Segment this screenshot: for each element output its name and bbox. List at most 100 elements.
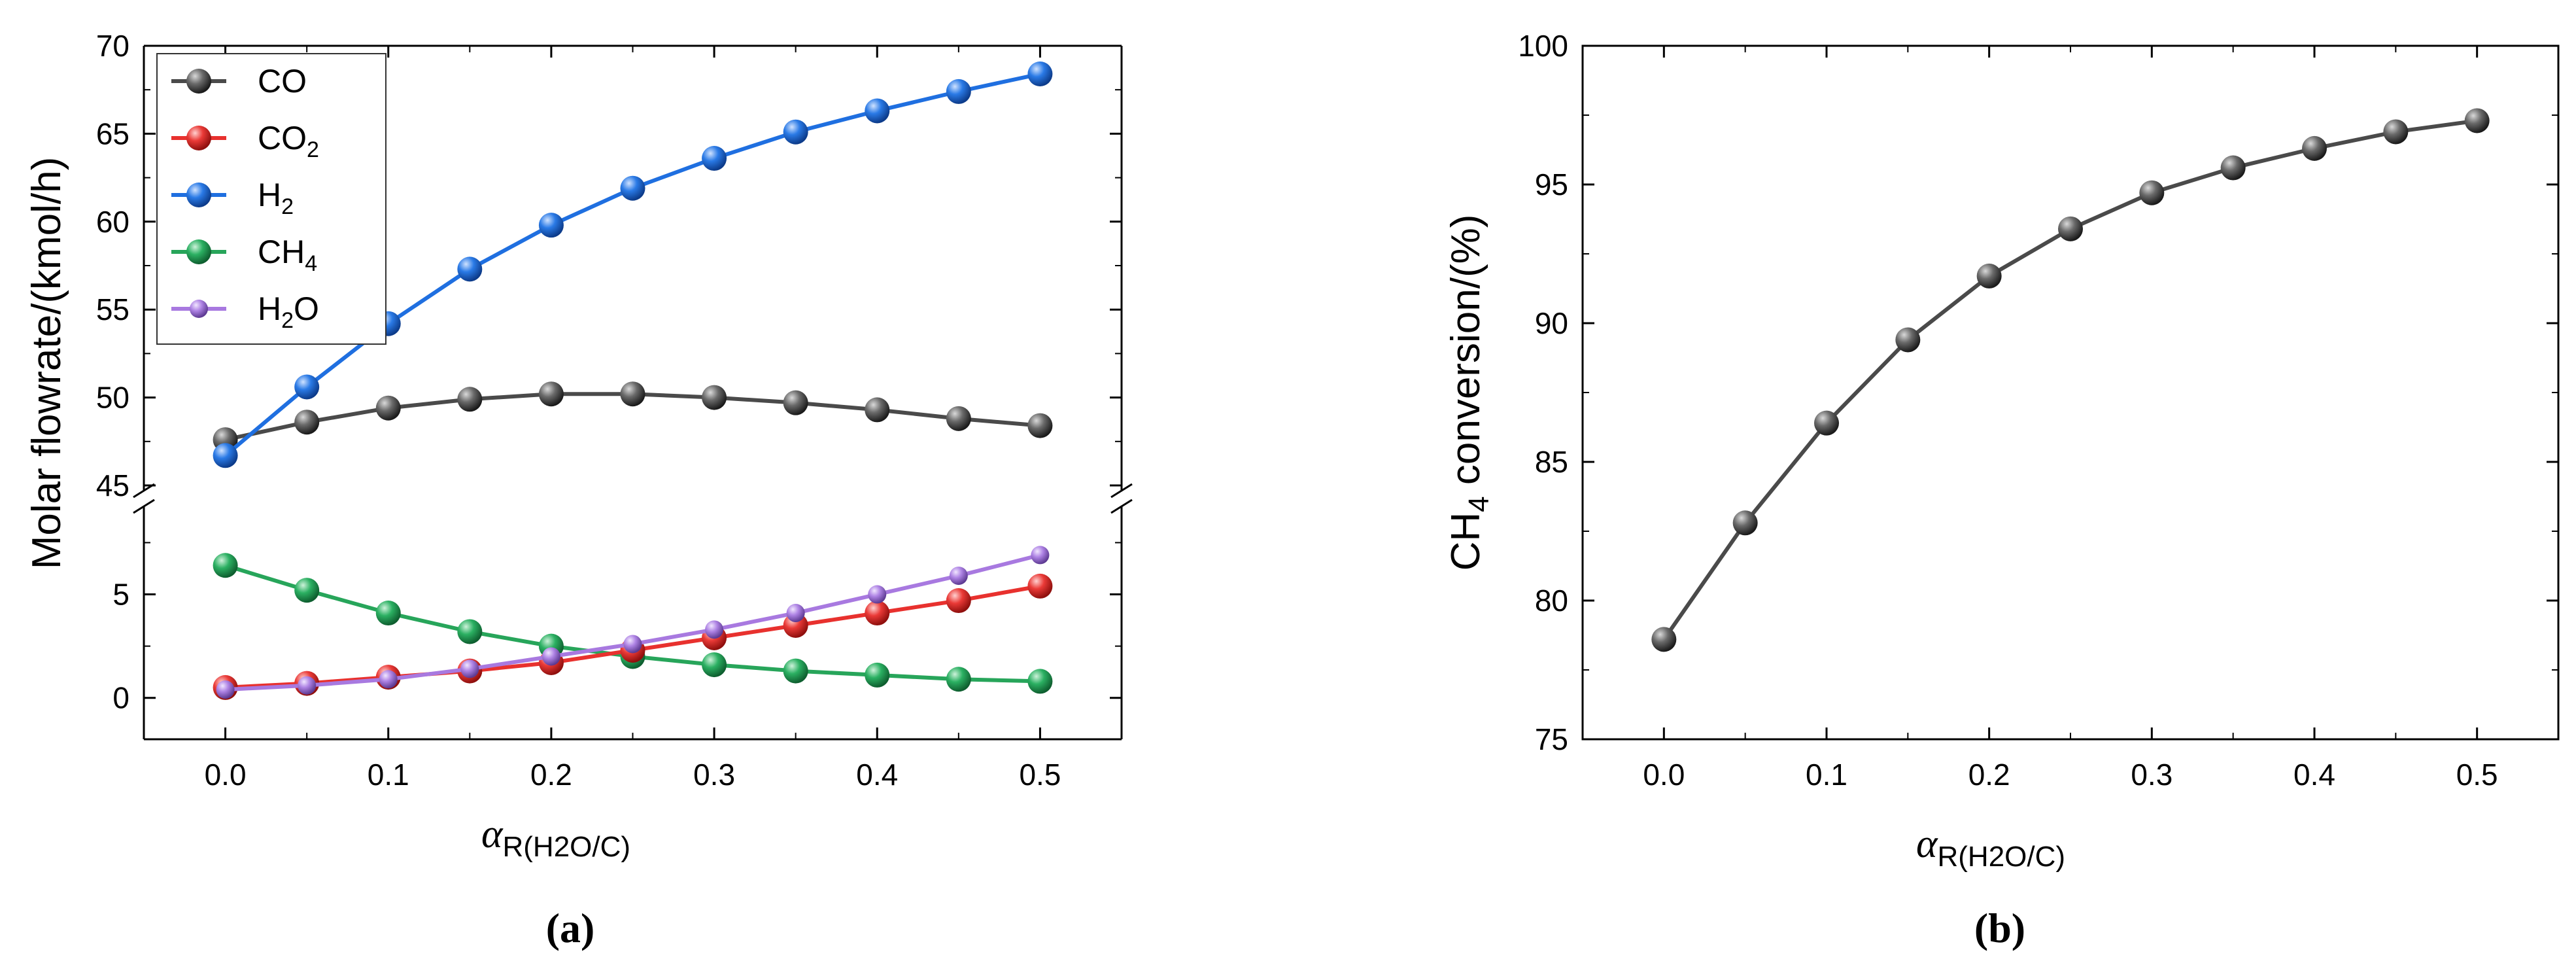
- panel-b-point-ch4-conversion: [1814, 410, 1839, 436]
- panel-a-point-h2: [457, 256, 483, 282]
- panel-a-point-co: [457, 387, 483, 412]
- panel-b-point-ch4-conversion: [2302, 135, 2327, 161]
- panel-a-point-h2: [783, 119, 808, 145]
- panel-a-point-ch4: [702, 652, 727, 678]
- panel-a-chart: 0.0 0.1 0.2 0.3 0.4 0.5 45 50 55 60 65 70 0 5 Molar f…: [24, 29, 1133, 863]
- panel-b-point-ch4-conversion: [1895, 327, 1921, 353]
- panel-b-y-axis-label: CH4 conversion/(%): [1443, 215, 1495, 571]
- panel-a-legend-label-main: H: [258, 177, 281, 213]
- panel-b-point-ch4-conversion: [2058, 216, 2083, 241]
- panel-a-point-h2o: [541, 647, 560, 666]
- panel-b-x-axis-label-subscript: R(H2O/C): [1937, 841, 2065, 873]
- panel-b-point-ch4-conversion: [1732, 510, 1758, 536]
- panel-a-point-ch4: [213, 553, 238, 578]
- panel-a-point-h2o: [949, 567, 968, 586]
- panel-a-point-ch4: [294, 578, 320, 603]
- panel-b-series: [1651, 108, 2490, 652]
- panel-b-y-axis-label-subscript: 4: [1463, 496, 1495, 512]
- panel-a-x-tick-label: 0.3: [693, 758, 735, 792]
- panel-a-point-h2o: [786, 604, 805, 623]
- panel-a-point-h2: [702, 146, 727, 171]
- panel-a-point-h2o: [379, 670, 398, 689]
- panel-a-point-h2o: [298, 676, 317, 695]
- panel-a-point-co: [375, 395, 401, 421]
- panel-a-legend-label-h2: H2: [258, 177, 294, 219]
- panel-a-legend-label-main: CO: [258, 120, 307, 156]
- panel-a-point-h2: [865, 98, 890, 124]
- panel-b-line-ch4-conversion: [1662, 118, 2478, 641]
- panel-a-point-h2: [1027, 61, 1053, 87]
- panel-a-x-tick-label: 0.4: [856, 758, 898, 792]
- panel-a-point-co: [946, 406, 971, 431]
- panel-a-legend-label-tail: O: [294, 290, 319, 327]
- panel-b-y-tick-label: 100: [1518, 29, 1568, 63]
- panel-a-point-co: [538, 381, 564, 407]
- panel-a-legend-label-h2o: H2O: [258, 290, 319, 333]
- panel-b-point-ch4-conversion: [2383, 119, 2409, 145]
- panel-a-y-tick-label: 65: [96, 116, 129, 150]
- panel-a-point-h2o: [216, 680, 235, 699]
- panel-a-y-tick-label: 0: [112, 681, 129, 715]
- panel-b-chart: 0.0 0.1 0.2 0.3 0.4 0.5 75 80 85 90 95 100 CH4 conv…: [1443, 29, 2560, 873]
- panel-a-point-ch4: [865, 662, 890, 688]
- panel-a-legend-marker-h2: [186, 183, 211, 207]
- panel-a-point-co: [1027, 413, 1053, 438]
- panel-b-y-axis-label-main: CH: [1443, 512, 1488, 571]
- panel-b-point-ch4-conversion: [2220, 155, 2246, 181]
- panel-a-point-ch4: [1027, 669, 1053, 694]
- panel-b-x-tick-label: 0.0: [1643, 758, 1685, 792]
- panel-a-axes: 0.0 0.1 0.2 0.3 0.4 0.5 45 50 55 60 65 70 0 5: [96, 29, 1133, 792]
- panel-b-y-tick-label: 75: [1535, 722, 1568, 756]
- panel-b-point-ch4-conversion: [1651, 627, 1677, 652]
- panel-a-legend-label-main: CH: [258, 234, 305, 270]
- panel-a-x-tick-label: 0.0: [205, 758, 247, 792]
- panel-a-x-axis-label-symbol: α: [481, 812, 504, 856]
- panel-b-axes: 0.0 0.1 0.2 0.3 0.4 0.5 75 80 85 90 95 100: [1518, 29, 2560, 792]
- panel-a-point-ch4: [946, 667, 971, 692]
- panel-b-plot-frame: [1581, 44, 2560, 741]
- panel-a-y-tick-label: 55: [96, 292, 129, 326]
- panel-b-x-tick-label: 0.3: [2131, 758, 2172, 792]
- panel-b-y-axis-label-tail: conversion/(%): [1443, 215, 1488, 497]
- panel-b-y-tick-label: 85: [1535, 445, 1568, 479]
- panel-a-point-h2: [538, 213, 564, 238]
- panel-b-y-tick-label: 80: [1535, 584, 1568, 618]
- panel-a-legend-marker-h2o: [190, 300, 208, 318]
- panel-b-point-ch4-conversion: [1976, 263, 2002, 289]
- panel-a-point-h2o: [1031, 546, 1050, 565]
- panel-a-legend-label-co2: CO2: [258, 120, 319, 162]
- panel-a-point-co: [294, 410, 320, 435]
- panel-a-axis-break-mark: [1110, 483, 1133, 499]
- panel-a-y-tick-label: 45: [96, 468, 129, 502]
- panel-a-point-h2o: [868, 585, 887, 604]
- panel-b-x-tick-label: 0.4: [2293, 758, 2335, 792]
- panel-a-point-h2o: [623, 635, 642, 654]
- panel-a-point-h2: [620, 175, 645, 201]
- panel-a-line-h2o: [225, 553, 1041, 692]
- panel-a-point-co2: [946, 588, 971, 614]
- panel-b-label: (b): [1974, 905, 2025, 951]
- panel-a-point-h2o: [705, 620, 724, 639]
- panel-a-legend-label-main: H: [258, 290, 281, 327]
- panel-a-x-tick-label: 0.5: [1019, 758, 1061, 792]
- panel-a-legend-label-co: CO: [258, 63, 307, 99]
- panel-a-point-co2: [865, 601, 890, 626]
- panel-b-y-tick-label: 90: [1535, 306, 1568, 340]
- panel-a-y-tick-label: 50: [96, 381, 129, 415]
- panel-b-x-tick-label: 0.2: [1968, 758, 2010, 792]
- panel-a-point-h2o: [460, 659, 479, 678]
- panel-b-point-ch4-conversion: [2464, 108, 2490, 133]
- panel-a-y-tick-label: 60: [96, 205, 129, 239]
- panel-a-point-co: [865, 397, 890, 423]
- panel-a-point-co2: [1027, 573, 1053, 599]
- panel-a-legend-label-subscript: 4: [305, 251, 317, 276]
- panel-a-y-tick-label: 70: [96, 29, 129, 63]
- panel-a-point-ch4: [783, 658, 808, 684]
- panel-a-legend-marker-ch4: [186, 239, 211, 264]
- panel-a-x-axis-label-subscript: R(H2O/C): [502, 831, 630, 863]
- panel-a-point-h2: [946, 79, 971, 104]
- panel-b-x-tick-label: 0.5: [2456, 758, 2498, 792]
- panel-a-legend-label-subscript: 2: [281, 194, 294, 219]
- panel-a-axis-break-mark: [1110, 499, 1133, 514]
